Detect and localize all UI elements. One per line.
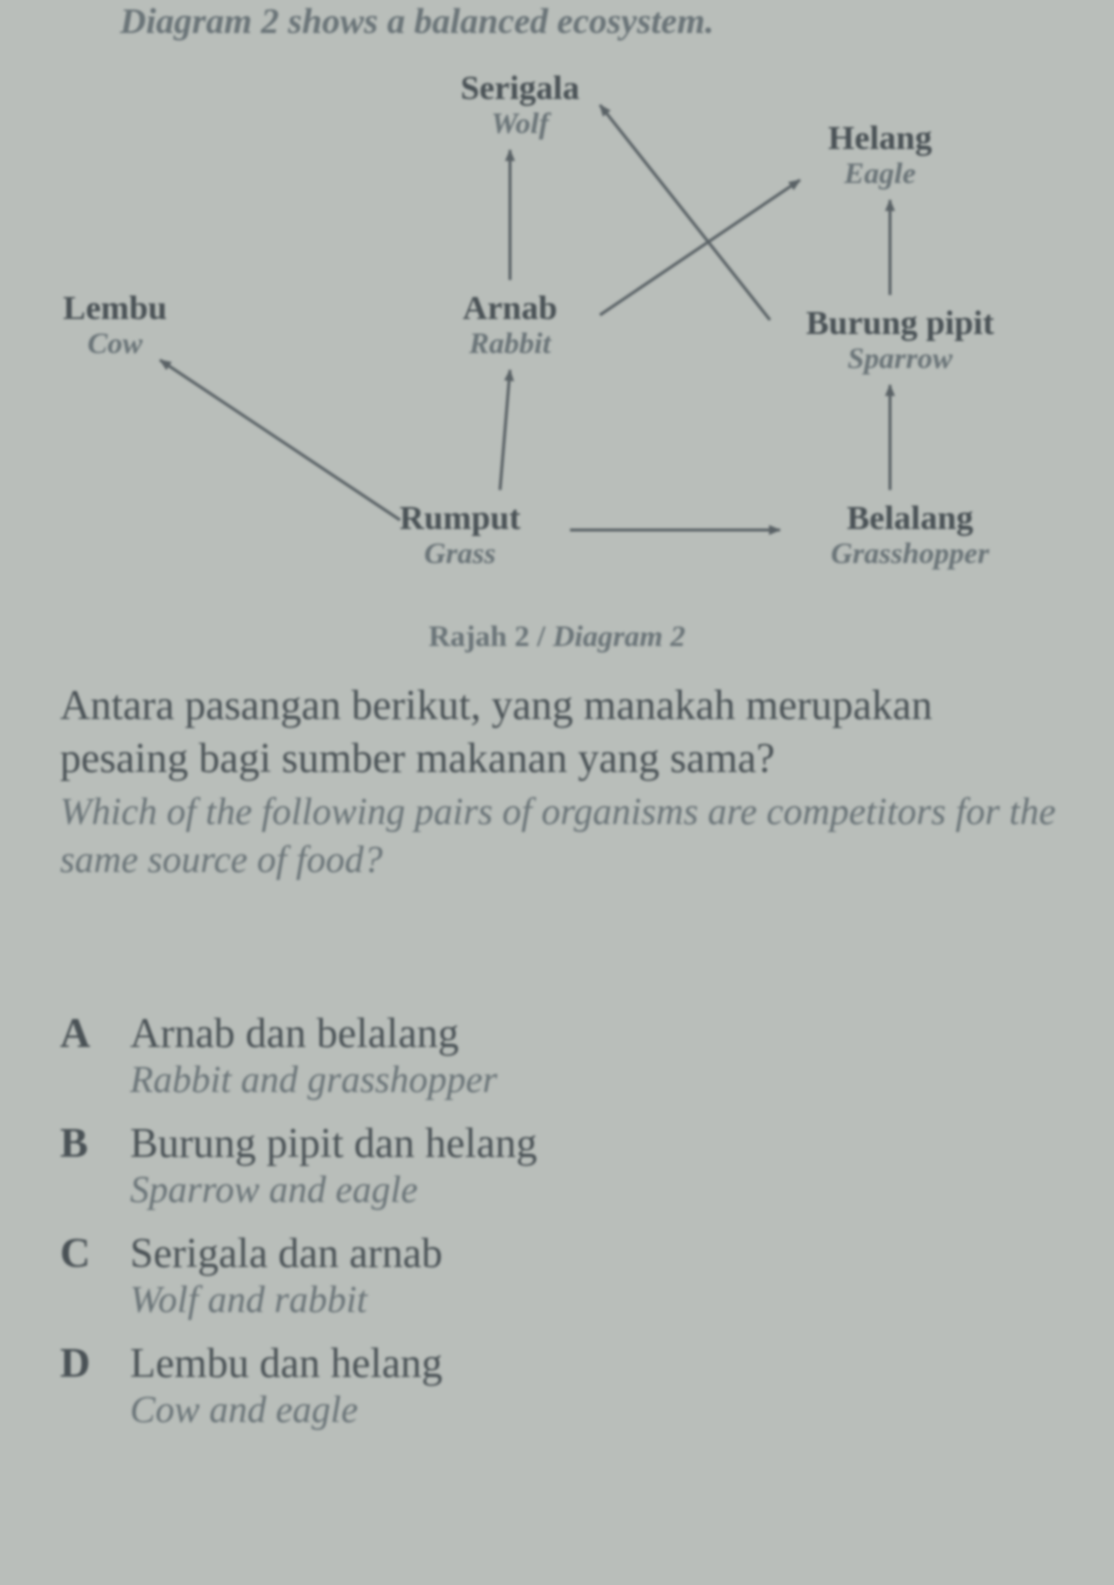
option-C[interactable]: CSerigala dan arnabWolf and rabbit	[60, 1230, 1060, 1322]
edge-rumput-to-arnab	[500, 370, 510, 490]
question-ms: Antara pasangan berikut, yang manakah me…	[60, 680, 1060, 785]
option-text-ms: Arnab dan belalang	[130, 1010, 497, 1058]
option-B[interactable]: BBurung pipit dan helangSparrow and eagl…	[60, 1120, 1060, 1212]
page: Diagram 2 shows a balanced ecosystem. Se…	[0, 0, 1114, 1585]
options-list: AArnab dan belalangRabbit and grasshoppe…	[60, 1010, 1060, 1450]
option-letter: C	[60, 1230, 130, 1322]
option-text-ms: Serigala dan arnab	[130, 1230, 443, 1278]
node-label-en: Rabbit	[430, 327, 590, 360]
option-text-en: Rabbit and grasshopper	[130, 1058, 497, 1102]
intro-text: Diagram 2 shows a balanced ecosystem.	[120, 0, 714, 42]
option-text-en: Wolf and rabbit	[130, 1278, 443, 1322]
node-lembu: LembuCow	[40, 290, 190, 360]
edge-rumput-to-lembu	[160, 360, 400, 520]
node-label-ms: Helang	[800, 120, 960, 157]
node-pipit: Burung pipitSparrow	[770, 305, 1030, 375]
node-label-ms: Belalang	[790, 500, 1030, 537]
edge-pipit-to-serigala	[600, 105, 770, 320]
node-rumput: RumputGrass	[370, 500, 550, 570]
option-text-ms: Lembu dan helang	[130, 1340, 443, 1388]
edge-arnab-to-helang	[600, 180, 800, 315]
caption-sep: /	[529, 620, 552, 653]
node-belalang: BelalangGrasshopper	[790, 500, 1030, 570]
node-label-en: Grass	[370, 537, 550, 570]
node-helang: HelangEagle	[800, 120, 960, 190]
node-label-ms: Lembu	[40, 290, 190, 327]
option-letter: D	[60, 1340, 130, 1432]
caption-en: Diagram 2	[553, 620, 686, 653]
node-arnab: ArnabRabbit	[430, 290, 590, 360]
node-label-ms: Burung pipit	[770, 305, 1030, 342]
option-text: Lembu dan helangCow and eagle	[130, 1340, 443, 1432]
option-text-en: Cow and eagle	[130, 1388, 443, 1432]
food-web-diagram: SerigalaWolf HelangEagle LembuCow ArnabRabb…	[0, 50, 1114, 620]
node-label-en: Eagle	[800, 157, 960, 190]
question-block: Antara pasangan berikut, yang manakah me…	[60, 680, 1060, 884]
option-A[interactable]: AArnab dan belalangRabbit and grasshoppe…	[60, 1010, 1060, 1102]
node-label-en: Cow	[40, 327, 190, 360]
node-label-ms: Arnab	[430, 290, 590, 327]
diagram-caption: Rajah 2 / Diagram 2	[0, 620, 1114, 654]
option-text: Serigala dan arnabWolf and rabbit	[130, 1230, 443, 1322]
option-letter: A	[60, 1010, 130, 1102]
node-serigala: SerigalaWolf	[430, 70, 610, 140]
caption-ms: Rajah 2	[429, 620, 530, 653]
node-label-ms: Rumput	[370, 500, 550, 537]
question-en: Which of the following pairs of organism…	[60, 789, 1060, 884]
option-D[interactable]: DLembu dan helangCow and eagle	[60, 1340, 1060, 1432]
option-letter: B	[60, 1120, 130, 1212]
node-label-en: Sparrow	[770, 342, 1030, 375]
node-label-en: Grasshopper	[790, 537, 1030, 570]
option-text: Burung pipit dan helangSparrow and eagle	[130, 1120, 537, 1212]
node-label-ms: Serigala	[430, 70, 610, 107]
option-text-ms: Burung pipit dan helang	[130, 1120, 537, 1168]
option-text-en: Sparrow and eagle	[130, 1168, 537, 1212]
node-label-en: Wolf	[430, 107, 610, 140]
option-text: Arnab dan belalangRabbit and grasshopper	[130, 1010, 497, 1102]
